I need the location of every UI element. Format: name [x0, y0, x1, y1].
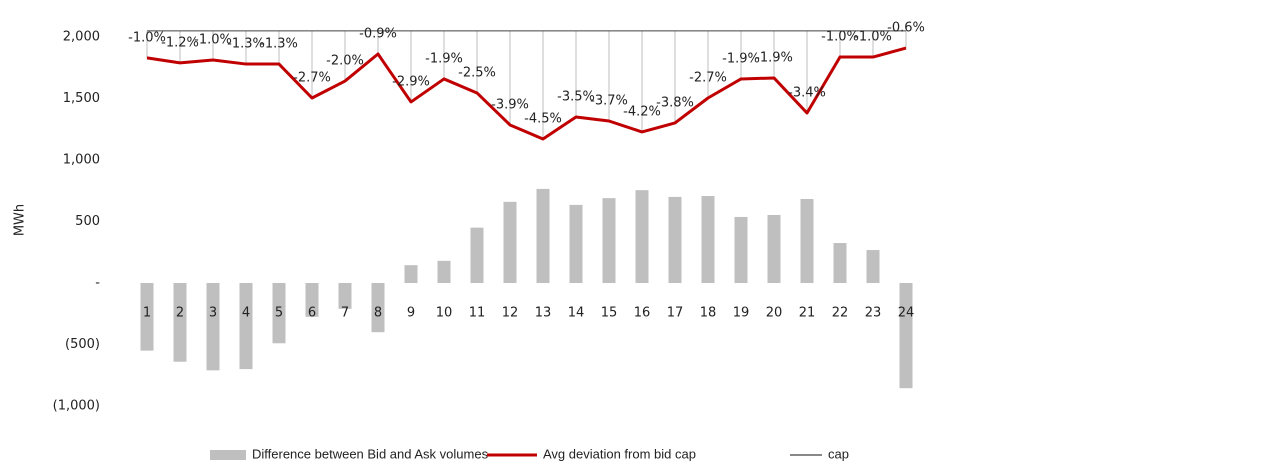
deviation-label: -1.2% — [161, 35, 199, 50]
x-tick-label: 17 — [667, 306, 684, 321]
deviation-label: -1.9% — [755, 50, 793, 65]
x-tick-label: 22 — [832, 306, 849, 321]
bar — [866, 250, 880, 283]
y-tick-label: 500 — [75, 214, 100, 229]
bar — [305, 283, 319, 317]
deviation-label: -2.7% — [689, 71, 727, 86]
bar — [404, 265, 418, 283]
deviation-label: -3.7% — [590, 94, 628, 109]
x-tick-label: 24 — [898, 306, 915, 321]
deviation-label: -2.5% — [458, 65, 496, 80]
deviation-label: -2.7% — [293, 71, 331, 86]
deviation-label: -3.4% — [788, 86, 826, 101]
bar — [833, 243, 847, 283]
deviation-label: -1.0% — [854, 30, 892, 45]
bar — [701, 196, 715, 283]
deviation-label: -4.2% — [623, 104, 661, 119]
deviation-label: -1.0% — [128, 30, 166, 45]
bar — [668, 196, 682, 283]
deviation-label: -1.0% — [194, 33, 232, 48]
x-tick-label: 21 — [799, 306, 816, 321]
legend-label: Avg deviation from bid cap — [543, 446, 696, 461]
bar — [635, 190, 649, 283]
bar — [569, 204, 583, 283]
y-tick-label: - — [95, 276, 100, 291]
deviation-label: -3.9% — [491, 97, 529, 112]
x-tick-label: 4 — [242, 306, 250, 321]
x-tick-label: 2 — [176, 306, 184, 321]
legend-label: Difference between Bid and Ask volumes — [252, 446, 489, 461]
bar — [206, 283, 220, 371]
bar — [899, 283, 913, 389]
x-tick-label: 5 — [275, 306, 283, 321]
y-axis-label: MWh — [13, 204, 28, 236]
x-tick-label: 11 — [469, 306, 486, 321]
deviation-label: -2.0% — [326, 54, 364, 69]
y-tick-label: 2,000 — [63, 30, 100, 45]
x-tick-label: 16 — [634, 306, 651, 321]
x-tick-label: 8 — [374, 306, 382, 321]
line — [146, 46, 907, 141]
deviation-label: -1.0% — [821, 30, 859, 45]
x-tick-label: 13 — [535, 306, 552, 321]
bar — [371, 283, 385, 333]
x-tick-label: 20 — [766, 306, 783, 321]
deviation-label: -3.5% — [557, 89, 595, 104]
x-tick-label: 7 — [341, 306, 349, 321]
bar — [173, 283, 187, 362]
bar — [767, 214, 781, 283]
deviation-label: -3.8% — [656, 95, 694, 110]
bar — [239, 283, 253, 370]
x-tick-label: 15 — [601, 306, 618, 321]
x-tick-label: 23 — [865, 306, 882, 321]
x-tick-label: 19 — [733, 306, 750, 321]
y-tick-label: 1,500 — [63, 91, 100, 106]
x-tick-label: 18 — [700, 306, 717, 321]
bar — [140, 283, 154, 351]
y-tick-label: 1,000 — [63, 153, 100, 168]
x-tick-label: 14 — [568, 306, 585, 321]
bar — [602, 198, 616, 283]
bar — [734, 216, 748, 283]
deviation-label: -1.9% — [425, 51, 463, 66]
y-tick-label: (500) — [65, 337, 100, 352]
x-tick-label: 3 — [209, 306, 217, 321]
bar — [800, 198, 814, 283]
x-tick-label: 10 — [436, 306, 453, 321]
legend-label: cap — [828, 446, 849, 461]
bar — [272, 283, 286, 344]
x-tick-label: 12 — [502, 306, 519, 321]
deviation-label: -1.9% — [722, 51, 760, 66]
deviation-label: -0.6% — [887, 21, 925, 36]
bar — [437, 260, 451, 283]
deviation-label: -1.3% — [260, 37, 298, 52]
deviation-label: -1.3% — [227, 37, 265, 52]
bar — [503, 201, 517, 283]
bar — [536, 188, 550, 283]
deviation-label: -0.9% — [359, 26, 397, 41]
x-tick-label: 1 — [143, 306, 151, 321]
x-tick-label: 9 — [407, 306, 415, 321]
deviation-label: -4.5% — [524, 111, 562, 126]
y-tick-label: (1,000) — [53, 399, 100, 414]
deviation-label: -2.9% — [392, 74, 430, 89]
legend-swatch — [210, 450, 246, 460]
bar — [338, 283, 352, 309]
x-tick-label: 6 — [308, 306, 316, 321]
bar — [470, 227, 484, 283]
